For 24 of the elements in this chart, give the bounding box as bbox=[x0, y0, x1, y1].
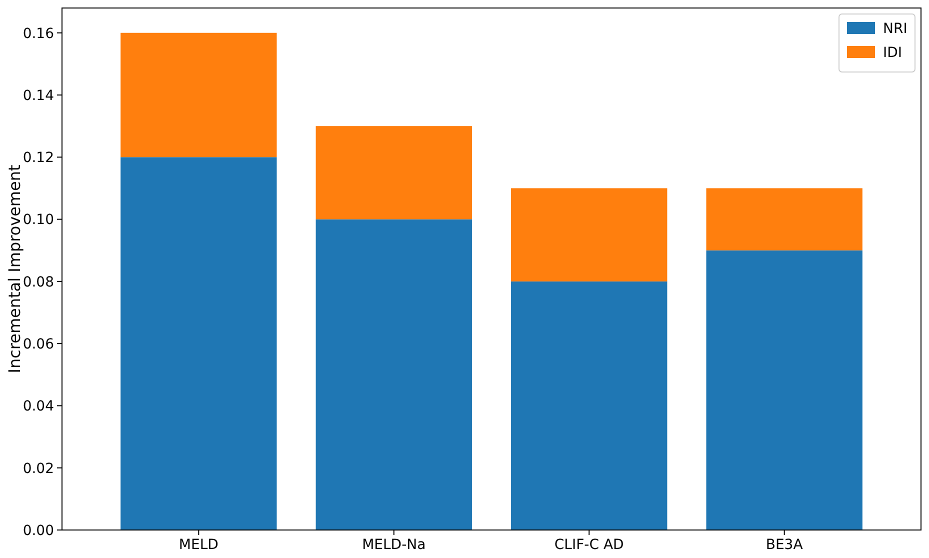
legend-label: IDI bbox=[883, 44, 902, 61]
x-tick-label: MELD bbox=[178, 537, 218, 553]
y-tick-label: 0.06 bbox=[22, 336, 54, 352]
bar bbox=[120, 157, 277, 530]
x-tick-label: CLIF-C AD bbox=[554, 537, 624, 553]
y-axis-title: Incremental Improvement bbox=[5, 164, 24, 374]
y-tick-label: 0.02 bbox=[22, 460, 54, 477]
y-tick-label: 0.08 bbox=[22, 274, 54, 290]
y-tick-label: 0.10 bbox=[22, 212, 54, 228]
bar bbox=[706, 250, 862, 530]
bar bbox=[120, 32, 277, 158]
y-tick-label: 0.16 bbox=[22, 26, 54, 42]
y-tick-label: 0.00 bbox=[22, 522, 54, 539]
legend-label: NRI bbox=[883, 20, 908, 37]
y-tick-label: 0.12 bbox=[22, 150, 54, 166]
bar bbox=[316, 126, 472, 220]
bar bbox=[511, 281, 668, 530]
bar bbox=[316, 219, 472, 530]
x-tick-label: MELD-Na bbox=[362, 537, 426, 553]
x-tick-label: BE3A bbox=[766, 537, 804, 553]
bar bbox=[706, 188, 862, 250]
bar bbox=[511, 188, 668, 282]
y-tick-label: 0.04 bbox=[22, 398, 54, 415]
y-tick-label: 0.14 bbox=[22, 88, 54, 104]
